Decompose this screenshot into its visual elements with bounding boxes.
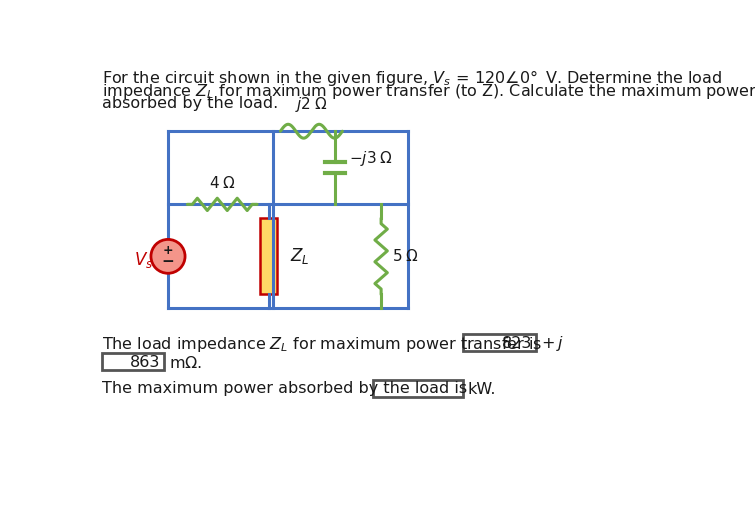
Text: $5\;\Omega$: $5\;\Omega$ xyxy=(392,248,419,264)
Text: m$\Omega$.: m$\Omega$. xyxy=(169,355,202,371)
Text: absorbed by the load.: absorbed by the load. xyxy=(102,96,279,111)
Text: $4\;\Omega$: $4\;\Omega$ xyxy=(209,174,236,190)
Text: −: − xyxy=(162,254,174,269)
Text: The maximum power absorbed by the load is: The maximum power absorbed by the load i… xyxy=(102,381,467,396)
Text: $-j3\;\Omega$: $-j3\;\Omega$ xyxy=(349,149,393,168)
Text: 823: 823 xyxy=(502,336,532,351)
Text: $+\,j$: $+\,j$ xyxy=(541,334,563,353)
Bar xyxy=(102,353,164,370)
Circle shape xyxy=(151,239,185,273)
Text: $Z_L$: $Z_L$ xyxy=(290,246,310,266)
Bar xyxy=(463,334,536,351)
Text: $j2\;\Omega$: $j2\;\Omega$ xyxy=(295,95,328,114)
Text: The load impedance $Z_L$ for maximum power transfer is: The load impedance $Z_L$ for maximum pow… xyxy=(102,335,542,354)
Text: +: + xyxy=(162,245,174,257)
Text: For the circuit shown in the given figure, $V_s\, =\, 120\angle 0°\,$ V. Determi: For the circuit shown in the given figur… xyxy=(102,68,723,88)
Bar xyxy=(260,218,277,295)
Text: 863: 863 xyxy=(130,356,160,370)
Bar xyxy=(374,380,463,397)
Text: impedance $Z_L$ for maximum power transfer (to Z). Calculate the maximum power: impedance $Z_L$ for maximum power transf… xyxy=(102,82,755,101)
Text: $V_s$: $V_s$ xyxy=(134,250,153,270)
Text: kW.: kW. xyxy=(467,382,495,397)
